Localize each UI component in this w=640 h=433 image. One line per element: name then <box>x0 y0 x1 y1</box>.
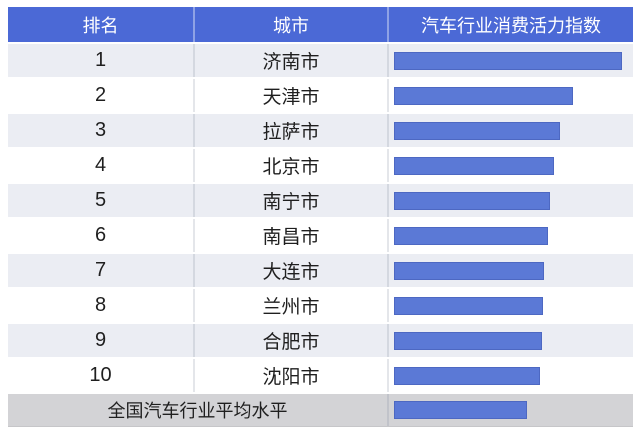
table-row: 5 南宁市 <box>8 182 633 217</box>
city-cell: 北京市 <box>193 149 387 182</box>
city-name: 沈阳市 <box>262 367 320 388</box>
city-name: 北京市 <box>262 157 320 178</box>
table-row: 3 拉萨市 <box>8 112 633 147</box>
rank-cell: 4 <box>8 149 193 182</box>
bar-cell <box>387 254 633 287</box>
table-row: 6 南昌市 <box>8 217 633 252</box>
table-row: 8 兰州市 <box>8 287 633 322</box>
average-label-cell: 全国汽车行业平均水平 <box>8 394 387 426</box>
index-bar <box>394 191 550 210</box>
city-name: 拉萨市 <box>262 122 320 143</box>
city-cell: 南宁市 <box>193 184 387 217</box>
index-bar <box>394 261 544 280</box>
rank-cell: 10 <box>8 359 193 392</box>
city-name: 大连市 <box>262 262 320 283</box>
city-name: 南宁市 <box>262 192 320 213</box>
table-row: 10 沈阳市 <box>8 357 633 392</box>
rank-cell: 1 <box>8 44 193 77</box>
index-bar <box>394 331 542 350</box>
rank-value: 7 <box>94 259 107 281</box>
rank-value: 1 <box>94 49 107 71</box>
rank-value: 4 <box>94 154 107 176</box>
bar-cell <box>387 184 633 217</box>
index-bar <box>394 86 573 105</box>
city-cell: 拉萨市 <box>193 114 387 147</box>
rank-cell: 2 <box>8 79 193 112</box>
rank-value: 3 <box>94 119 107 141</box>
table-row: 7 大连市 <box>8 252 633 287</box>
rank-cell: 5 <box>8 184 193 217</box>
bar-cell <box>387 219 633 252</box>
table-row: 2 天津市 <box>8 77 633 112</box>
table-row: 9 合肥市 <box>8 322 633 357</box>
header-index-label: 汽车行业消费活力指数 <box>421 15 601 36</box>
rank-value: 6 <box>94 224 107 246</box>
rank-value: 5 <box>94 189 107 211</box>
city-cell: 济南市 <box>193 44 387 77</box>
city-name: 济南市 <box>262 52 320 73</box>
index-bar <box>394 121 560 140</box>
city-cell: 大连市 <box>193 254 387 287</box>
rank-value: 10 <box>89 364 112 386</box>
header-rank-label: 排名 <box>82 15 119 36</box>
average-bar <box>394 401 527 419</box>
index-bar <box>394 156 554 175</box>
table-header-row: 排名 城市 汽车行业消费活力指数 <box>8 7 633 42</box>
bar-cell <box>387 114 633 147</box>
rank-value: 2 <box>94 84 107 106</box>
table-row: 4 北京市 <box>8 147 633 182</box>
bar-cell <box>387 324 633 357</box>
rank-value: 8 <box>94 294 107 316</box>
header-city: 城市 <box>193 7 387 42</box>
bar-cell <box>387 149 633 182</box>
header-rank: 排名 <box>8 7 193 42</box>
city-name: 南昌市 <box>262 227 320 248</box>
bar-cell <box>387 289 633 322</box>
header-index: 汽车行业消费活力指数 <box>387 7 633 42</box>
city-cell: 沈阳市 <box>193 359 387 392</box>
city-cell: 兰州市 <box>193 289 387 322</box>
city-cell: 天津市 <box>193 79 387 112</box>
table-row: 1 济南市 <box>8 42 633 77</box>
rank-cell: 8 <box>8 289 193 322</box>
table-body: 1 济南市 2 天津市 3 拉萨市 4 <box>8 42 633 392</box>
average-label: 全国汽车行业平均水平 <box>107 401 288 421</box>
rank-cell: 7 <box>8 254 193 287</box>
city-name: 天津市 <box>262 87 320 108</box>
rank-cell: 9 <box>8 324 193 357</box>
index-bar <box>394 51 622 70</box>
city-name: 合肥市 <box>262 332 320 353</box>
header-city-label: 城市 <box>273 15 309 36</box>
city-cell: 合肥市 <box>193 324 387 357</box>
index-bar <box>394 366 540 385</box>
average-bar-cell <box>387 394 633 426</box>
rank-cell: 3 <box>8 114 193 147</box>
rank-cell: 6 <box>8 219 193 252</box>
consumption-vitality-table: 排名 城市 汽车行业消费活力指数 1 济南市 2 天津市 <box>8 7 633 427</box>
city-cell: 南昌市 <box>193 219 387 252</box>
rank-value: 9 <box>94 329 107 351</box>
city-name: 兰州市 <box>262 297 320 318</box>
index-bar <box>394 296 543 315</box>
table-footer-row: 全国汽车行业平均水平 <box>8 392 633 427</box>
bar-cell <box>387 79 633 112</box>
bar-cell <box>387 44 633 77</box>
bar-cell <box>387 359 633 392</box>
index-bar <box>394 226 548 245</box>
